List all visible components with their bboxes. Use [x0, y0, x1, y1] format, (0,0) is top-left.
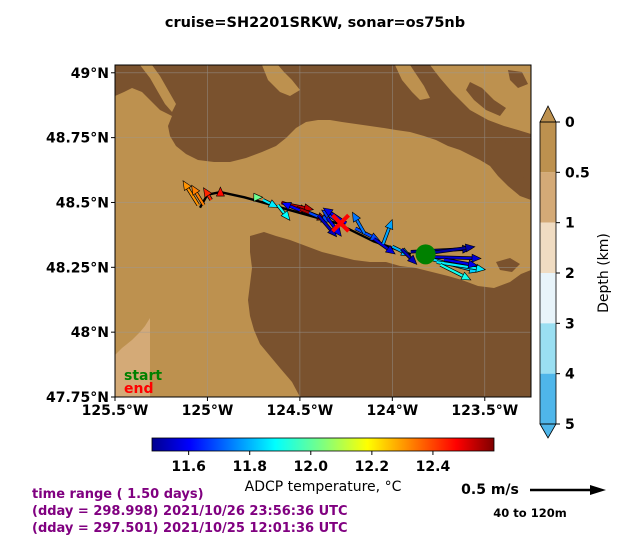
current-vector — [191, 184, 206, 207]
island — [496, 258, 520, 272]
start-label: start — [124, 368, 162, 384]
temperature-colorbar — [151, 437, 495, 452]
lon-tick-label: 123.5°W — [451, 403, 518, 419]
time-range: time range ( 1.50 days) — [32, 487, 204, 502]
lon-axis: 125.5°W 125°W 124.5°W 124°W 123.5°W — [82, 397, 518, 419]
island — [508, 70, 528, 88]
lat-tick-label: 48.75°N — [46, 131, 109, 147]
lat-tick-label: 47.75°N — [46, 390, 109, 406]
lon-tick-label: 125°W — [182, 403, 234, 419]
depth-tick-label: 1 — [565, 216, 575, 232]
current-vectors — [182, 180, 487, 281]
scale-speed-label: 0.5 m/s — [461, 482, 519, 498]
start-marker — [415, 244, 436, 265]
lon-tick-label: 125.5°W — [82, 403, 149, 419]
lat-tick-label: 48°N — [71, 325, 109, 341]
end-marker — [331, 213, 350, 233]
end-label: end — [124, 381, 153, 397]
island — [515, 176, 531, 194]
lat-axis: 49°N 48.75°N 48.5°N 48.25°N 48°N 47.75°N — [46, 66, 115, 406]
depth-tick-label: 4 — [565, 367, 575, 383]
current-vector — [372, 237, 396, 255]
depth-tick-label: 3 — [565, 316, 575, 332]
land-north — [115, 65, 531, 200]
depth-tick-label: 0 — [565, 115, 575, 131]
inlet — [140, 65, 176, 112]
current-vector — [203, 187, 213, 201]
depth-tick-label: 2 — [565, 266, 575, 282]
temperature-tick-label: 11.6 — [171, 459, 206, 475]
time-range-info: time range ( 1.50 days) (dday = 298.998)… — [32, 486, 348, 537]
scale-arrow — [530, 485, 606, 495]
depth-colorbar: 0 0.5 1 2 3 4 5 — [539, 105, 590, 439]
lat-tick-label: 49°N — [71, 66, 109, 82]
current-vector — [443, 257, 479, 269]
temperature-tick-label: 12.0 — [294, 459, 329, 475]
current-vector — [280, 202, 301, 212]
chart-title: cruise=SH2201SRKW, sonar=os75nb — [165, 15, 465, 31]
current-vector — [253, 192, 264, 202]
map-grid — [115, 65, 531, 397]
land-south — [248, 232, 531, 397]
current-vector — [381, 218, 394, 245]
current-vector — [400, 247, 418, 265]
temperature-tick-label: 12.2 — [355, 459, 390, 475]
current-vector — [439, 263, 472, 281]
depth-band — [540, 172, 556, 223]
lon-tick-label: 124.5°W — [267, 403, 334, 419]
current-vector — [215, 186, 225, 197]
island — [500, 140, 522, 162]
current-vector — [276, 203, 291, 221]
depth-band — [540, 323, 556, 374]
temperature-colorbar-label: ADCP temperature, °C — [245, 479, 402, 495]
current-vector — [429, 253, 482, 263]
depth-colorbar-label: Depth (km) — [596, 233, 612, 313]
lat-tick-label: 48.25°N — [46, 260, 109, 276]
depth-tick-label: 0.5 — [565, 165, 590, 181]
map-frame — [114, 64, 532, 398]
map-panel: start end — [115, 65, 531, 397]
scale-depth-range: 40 to 120m — [493, 506, 566, 520]
lat-tick-label: 48.5°N — [56, 195, 109, 211]
inlet — [395, 65, 430, 100]
depth-extend-top — [539, 105, 557, 123]
end-time: (dday = 298.998) 2021/10/26 23:56:36 UTC — [32, 504, 348, 519]
lon-tick-label: 124°W — [366, 403, 418, 419]
temperature-colorbar-ticks: 11.6 11.8 12.0 12.2 12.4 — [171, 451, 450, 475]
ocean-deep — [115, 318, 150, 397]
start-time: (dday = 297.501) 2021/10/25 12:01:36 UTC — [32, 521, 348, 536]
temperature-tick-label: 12.4 — [416, 459, 451, 475]
depth-extend-bottom — [539, 423, 557, 439]
current-vector — [352, 211, 367, 235]
depth-band — [540, 122, 556, 173]
depth-band — [540, 222, 556, 273]
current-vector — [262, 198, 279, 208]
temperature-tick-label: 11.8 — [232, 459, 267, 475]
depth-tick-label: 5 — [565, 417, 575, 433]
current-vector — [182, 180, 200, 207]
island — [466, 82, 506, 116]
depth-band — [540, 373, 556, 424]
depth-band — [540, 273, 556, 324]
